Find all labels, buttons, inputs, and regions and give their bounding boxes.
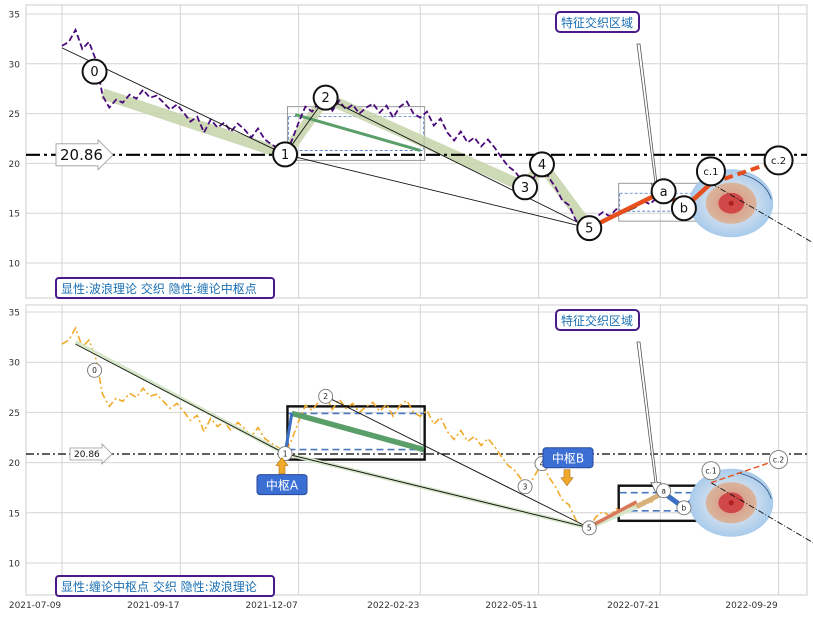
wave-point-marker (81, 58, 108, 85)
trend-line-d2 (284, 453, 590, 529)
wave-point-marker-small (87, 362, 103, 378)
wave-point-marker (763, 145, 794, 176)
panel-bottom: 10 15 20 25 30 35 20.86 特征交织区域 0 1 2 3 4 5 a b c.1 c.2 中枢A… (9, 304, 813, 611)
zhongshu-b-pointer (560, 469, 574, 487)
x-tick-label: 2022-09-29 (725, 601, 778, 611)
wave-point-label-small: b (682, 504, 687, 513)
wave-point-label-small: a (661, 487, 666, 496)
x-tick-label: 2022-07-21 (607, 601, 659, 611)
wave-point-label: 2 (321, 91, 329, 106)
y-tick-label: 35 (9, 309, 20, 319)
wave-point-marker (528, 151, 555, 178)
x-tick-label: 2021-09-17 (127, 601, 179, 611)
caption-text: 显性:波浪理论 交织 隐性:缠论中枢点 (61, 281, 257, 296)
feature-zone-label-box (555, 309, 640, 331)
trend-line-a2 (75, 343, 286, 454)
wave-point-marker (695, 156, 726, 187)
wave-point-marker-small (581, 520, 597, 536)
feature-zone-label: 特征交织区域 (561, 15, 633, 30)
plot-area-top (25, 4, 808, 299)
wave-point-label-small: 5 (587, 524, 592, 533)
wave-point-label: c.2 (771, 156, 786, 167)
feature-zone-center (728, 500, 734, 506)
feature-zone-center (728, 200, 734, 206)
wave-point-label-small: c.1 (705, 466, 717, 475)
y-tick-label: 20 (9, 160, 21, 170)
panel-top: 10 15 20 25 30 35 20.86 特征交织区域 0 1 2 34 5 ab c.1 c.2 显性:… (9, 4, 813, 299)
wave-point-label: c.1 (703, 167, 718, 178)
wave-point-label-small: 2 (323, 392, 328, 401)
feature-zone-label: 特征交织区域 (561, 313, 633, 328)
wave-point-marker-small (318, 388, 334, 404)
hline-label-arrow (55, 138, 114, 171)
y-tick-label: 35 (9, 11, 20, 21)
hline-label-arrow (69, 443, 113, 465)
trend-line-c (325, 97, 590, 229)
wave-c-forecast-thin (710, 458, 779, 484)
feature-zone-label-box (555, 11, 640, 33)
wave-point-label: 5 (585, 222, 593, 237)
wave-point-marker-small (701, 461, 721, 481)
wave-point-marker (512, 174, 539, 201)
wave-point-label: 4 (538, 158, 546, 173)
caption-text: 显性:缠论中枢点 交织 隐性:波浪理论 (61, 579, 257, 594)
caption-box (55, 575, 275, 597)
zhongshu-b-label-box (542, 447, 594, 469)
y-tick-label: 25 (9, 110, 20, 120)
y-tick-label: 10 (9, 560, 21, 570)
zhongshu-a-stroke (291, 410, 425, 453)
zhongshu-a-label: 中枢A (266, 478, 299, 493)
wave-point-label-small: c.2 (773, 455, 785, 464)
wave-point-marker (670, 195, 697, 222)
wave-point-marker (576, 215, 603, 242)
trend-line-c2 (325, 395, 590, 529)
y-tick-label: 30 (9, 359, 21, 369)
wave-point-marker (272, 141, 299, 168)
wave-point-label-small: 1 (283, 449, 288, 458)
x-tick-label: 2021-07-09 (9, 601, 62, 611)
caption-box (55, 277, 275, 299)
y-tick-label: 10 (9, 260, 21, 270)
wave-point-marker-small (656, 483, 672, 499)
wave-point-marker-small (676, 500, 692, 516)
wave-point-label: 1 (281, 148, 289, 163)
hline-label: 20.86 (74, 450, 100, 460)
x-tick-label: 2021-12-07 (245, 601, 297, 611)
zhongshu-a-label-box (256, 474, 308, 496)
wave-point-label-small: 3 (523, 482, 528, 491)
zhongshu-b-label: 中枢B (552, 451, 584, 466)
price-line-top (61, 27, 712, 230)
y-tick-label: 15 (9, 210, 20, 220)
wave-point-label-small: 0 (92, 366, 97, 375)
feature-zone-arc (737, 472, 772, 499)
x-tick-label: 2022-02-23 (367, 601, 419, 611)
wave-point-label: 3 (521, 181, 529, 196)
zhongshu-a-pointer (275, 457, 289, 474)
wave-green-segment (294, 113, 421, 152)
wave-point-marker-small (277, 446, 293, 462)
x-tick-label: 2022-05-11 (485, 601, 537, 611)
trend-line-d (284, 153, 590, 229)
price-line-bottom (61, 326, 712, 529)
wave-highlight-band (100, 88, 594, 232)
y-tick-label: 25 (9, 409, 20, 419)
wave-point-marker-small (769, 450, 789, 470)
wave-point-marker (312, 84, 339, 111)
wave-point-marker-small (517, 479, 533, 495)
wave-point-label-small: 4 (540, 459, 545, 468)
y-tick-label: 30 (9, 60, 21, 70)
wave-point-marker (650, 178, 677, 205)
y-tick-label: 15 (9, 509, 20, 519)
wave-point-label: 0 (90, 65, 98, 80)
wave-point-label: b (680, 202, 688, 217)
zhongshu-b-stroke-1 (588, 500, 638, 529)
y-tick-label: 20 (9, 459, 21, 469)
wave-point-label: a (660, 185, 668, 200)
hline-label: 20.86 (60, 146, 103, 164)
